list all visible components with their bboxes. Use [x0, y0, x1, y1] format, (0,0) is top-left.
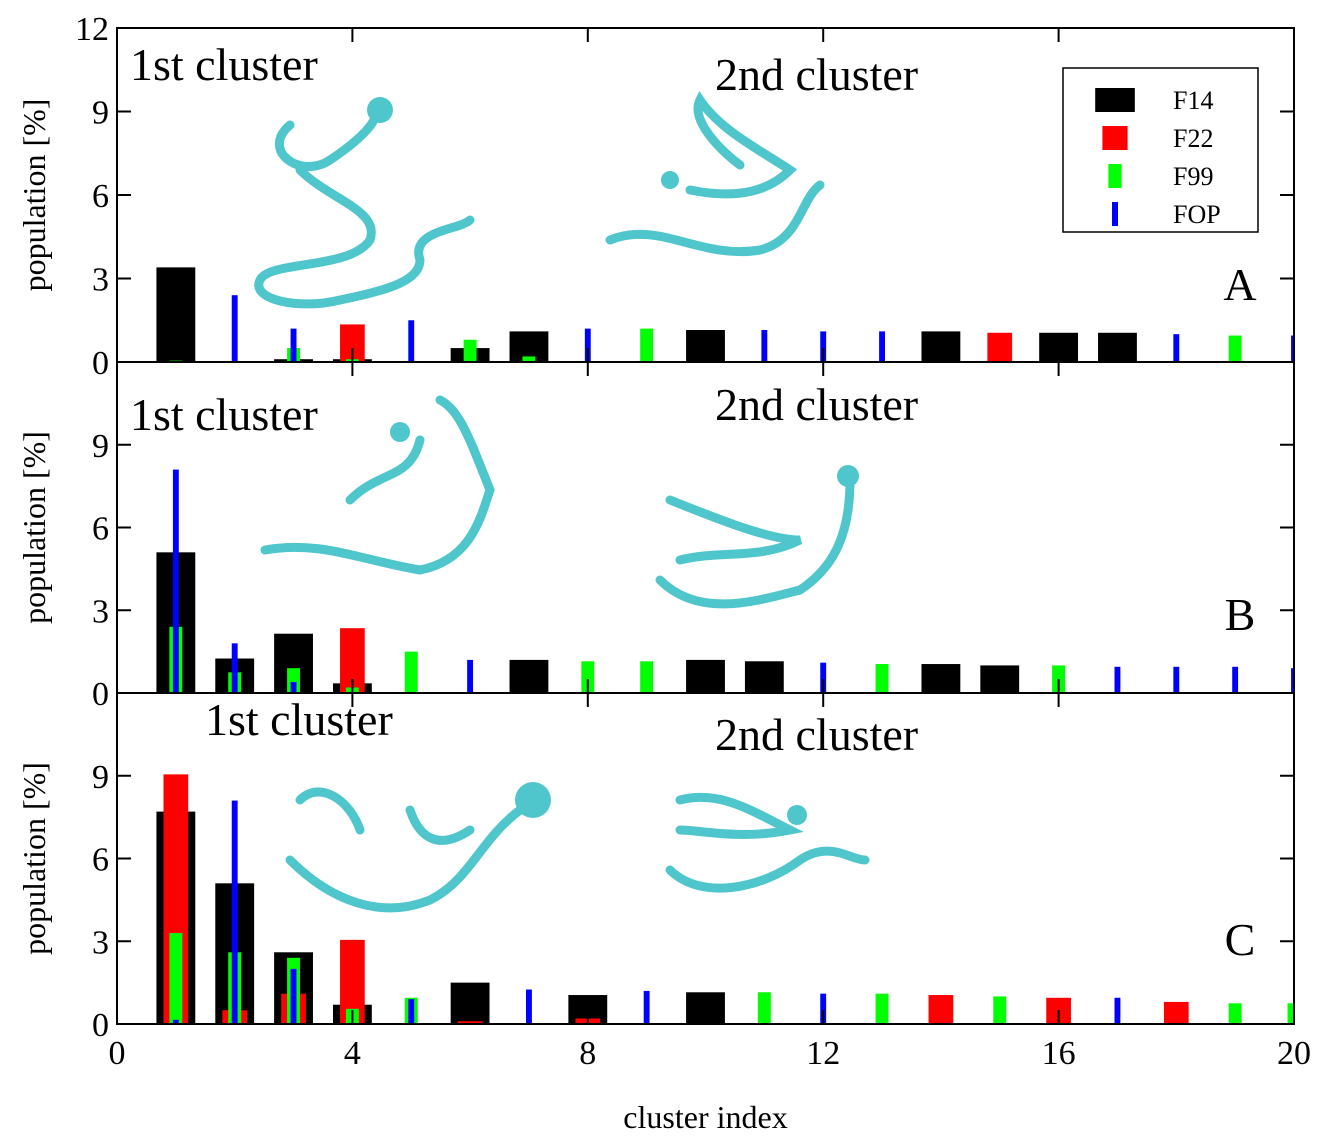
bar — [1229, 1003, 1242, 1024]
bar — [526, 990, 532, 1024]
panel-label: B — [1225, 589, 1256, 640]
bar — [169, 933, 182, 1024]
bar — [232, 295, 238, 362]
bar — [921, 664, 960, 693]
bar — [987, 333, 1012, 362]
legend-swatch — [1102, 126, 1127, 150]
bars — [156, 774, 1300, 1024]
panel-label: C — [1225, 914, 1256, 965]
y-tick-label: 12 — [75, 11, 109, 48]
y-tick-label: 3 — [92, 593, 109, 630]
y-tick-label: 0 — [92, 345, 109, 382]
bar — [876, 994, 889, 1024]
bar — [644, 991, 650, 1024]
y-axis-label: population [%] — [16, 762, 52, 955]
y-tick-label: 6 — [92, 511, 109, 548]
y-tick-label: 6 — [92, 842, 109, 879]
bar — [1173, 334, 1179, 362]
y-tick-label: 3 — [92, 924, 109, 961]
y-tick-label: 0 — [92, 1007, 109, 1044]
bar — [761, 330, 767, 362]
x-tick-label: 20 — [1277, 1035, 1311, 1072]
y-tick-label: 9 — [92, 759, 109, 796]
bar — [232, 643, 238, 693]
legend-label: F14 — [1173, 86, 1213, 115]
x-tick-label: 0 — [109, 1035, 126, 1072]
bar — [1115, 667, 1121, 693]
bar — [291, 329, 297, 362]
bars — [156, 470, 1297, 693]
panel-label: A — [1223, 259, 1256, 310]
x-axis-label: cluster index — [623, 1099, 787, 1135]
legend-swatch — [1112, 202, 1118, 226]
legend-label: F22 — [1173, 124, 1213, 153]
page: {"chart_data": [ {"type": "bar", "ylabel… — [0, 0, 1319, 1135]
figure: 0 3 6 9 12 population [%] 1st cluster 2nd clust… — [0, 0, 1319, 1135]
bar — [1115, 998, 1121, 1024]
bar — [1232, 667, 1238, 693]
y-tick-label: 3 — [92, 262, 109, 299]
y-tick-label: 6 — [92, 178, 109, 215]
legend-label: FOP — [1173, 200, 1221, 229]
annotation: 2nd cluster — [715, 379, 918, 430]
bar — [408, 999, 414, 1024]
bar — [921, 331, 960, 362]
annotation: 1st cluster — [130, 389, 318, 440]
bar — [405, 652, 418, 693]
x-tick-label: 16 — [1042, 1035, 1076, 1072]
x-tick-label: 8 — [579, 1035, 596, 1072]
bar — [408, 320, 414, 362]
bar — [686, 330, 725, 362]
bar — [467, 660, 473, 693]
x-tick-label: 4 — [344, 1035, 361, 1072]
y-tick-label: 9 — [92, 428, 109, 465]
bar — [1229, 336, 1242, 362]
legend-label: F99 — [1173, 162, 1213, 191]
bar — [929, 995, 954, 1024]
x-tick-label: 12 — [806, 1035, 840, 1072]
bar — [993, 996, 1006, 1024]
bar — [510, 660, 549, 693]
bar — [1098, 333, 1137, 362]
bar — [640, 329, 653, 362]
y-axis-label: population [%] — [16, 99, 52, 292]
bar — [640, 661, 653, 693]
bar — [173, 470, 179, 693]
bar — [686, 992, 725, 1024]
annotation: 1st cluster — [205, 694, 393, 745]
y-tick-label: 0 — [92, 676, 109, 713]
bar — [745, 661, 784, 693]
bar — [1164, 1002, 1189, 1024]
bar — [156, 267, 195, 362]
bar — [686, 660, 725, 693]
bar — [464, 340, 477, 362]
y-tick-label: 9 — [92, 95, 109, 132]
bars — [156, 267, 1297, 362]
bar — [291, 682, 297, 693]
annotation: 2nd cluster — [715, 709, 918, 760]
bar — [879, 331, 885, 362]
bar — [758, 992, 771, 1024]
bar — [232, 801, 238, 1024]
annotation: 2nd cluster — [715, 49, 918, 100]
legend-swatch — [1108, 164, 1121, 188]
bar — [980, 665, 1019, 693]
legend-swatch — [1095, 88, 1135, 112]
bar — [291, 969, 297, 1024]
protein-illustration — [259, 97, 865, 908]
legend-box — [1063, 68, 1258, 232]
bar — [876, 664, 889, 693]
bar — [451, 983, 490, 1024]
annotation: 1st cluster — [130, 39, 318, 90]
y-axis-label: population [%] — [16, 431, 52, 624]
bar — [1173, 667, 1179, 693]
